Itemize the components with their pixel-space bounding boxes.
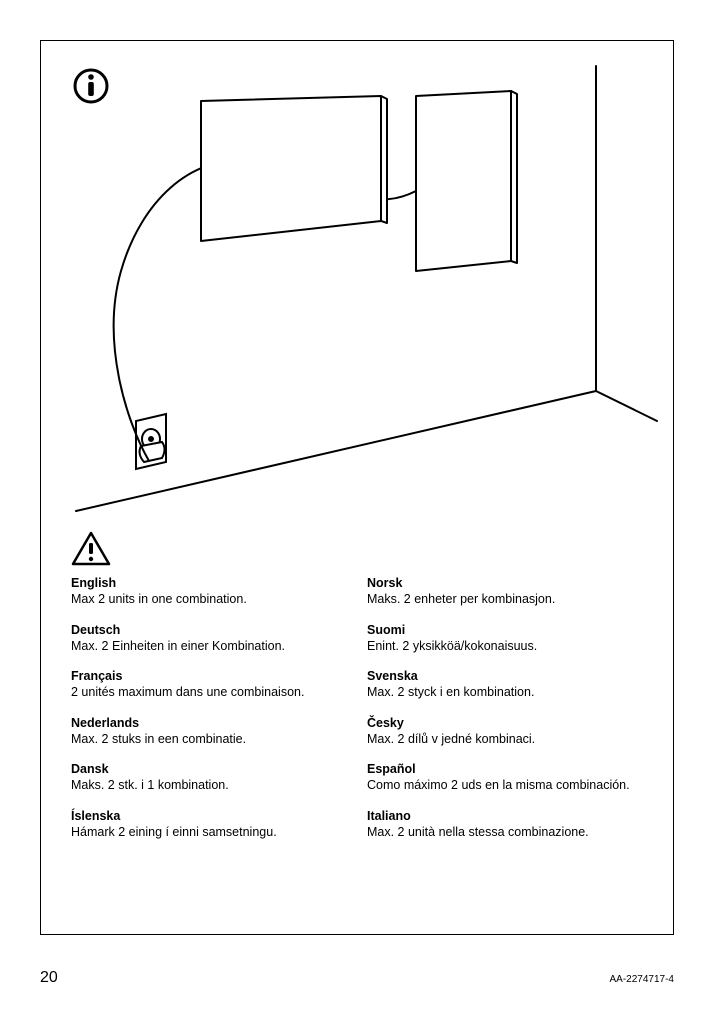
panel-left [201,96,387,241]
lang-text: Max. 2 unità nella stessa combinazione. [367,824,643,840]
lang-block: Nederlands Max. 2 stuks in een combinati… [71,715,347,748]
lang-label: Íslenska [71,808,347,824]
lang-block: English Max 2 units in one combination. [71,575,347,608]
page: English Max 2 units in one combination. … [0,0,714,1012]
lang-text: Maks. 2 stk. i 1 kombination. [71,777,347,793]
lang-block: Deutsch Max. 2 Einheiten in einer Kombin… [71,622,347,655]
lang-text: Hámark 2 eining í einni samsetningu. [71,824,347,840]
lang-label: Svenska [367,668,643,684]
content-frame: English Max 2 units in one combination. … [40,40,674,935]
lang-block: Íslenska Hámark 2 eining í einni samsetn… [71,808,347,841]
page-number: 20 [40,969,58,987]
lang-text: Max. 2 stuks in een combinatie. [71,731,347,747]
info-icon [75,70,107,102]
lang-label: Česky [367,715,643,731]
lang-label: Norsk [367,575,643,591]
wall-outlet [136,414,166,469]
lang-text: Max. 2 Einheiten in einer Kombination. [71,638,347,654]
page-footer: 20 AA-2274717-4 [40,969,674,987]
lang-label: Suomi [367,622,643,638]
lang-label: Dansk [71,761,347,777]
room-illustration [41,41,673,521]
lang-label: Français [71,668,347,684]
warning-icon [71,531,111,567]
lang-label: English [71,575,347,591]
right-column: Norsk Maks. 2 enheter per kombinasjon. S… [367,575,643,854]
lang-label: Español [367,761,643,777]
lang-text: Max. 2 dílů v jedné kombinaci. [367,731,643,747]
lang-block: Dansk Maks. 2 stk. i 1 kombination. [71,761,347,794]
lang-text: 2 unités maximum dans une combinaison. [71,684,347,700]
lang-block: Suomi Enint. 2 yksikköä/kokonaisuus. [367,622,643,655]
lang-label: Italiano [367,808,643,824]
document-id: AA-2274717-4 [610,974,675,985]
left-column: English Max 2 units in one combination. … [71,575,347,854]
lang-text: Maks. 2 enheter per kombinasjon. [367,591,643,607]
lang-block: Italiano Max. 2 unità nella stessa combi… [367,808,643,841]
lang-label: Nederlands [71,715,347,731]
lang-label: Deutsch [71,622,347,638]
lang-block: Español Como máximo 2 uds en la misma co… [367,761,643,794]
language-columns: English Max 2 units in one combination. … [71,575,643,854]
lang-block: Svenska Max. 2 styck i en kombination. [367,668,643,701]
lang-block: Français 2 unités maximum dans une combi… [71,668,347,701]
lang-text: Max. 2 styck i en kombination. [367,684,643,700]
lang-text: Enint. 2 yksikköä/kokonaisuus. [367,638,643,654]
lang-text: Max 2 units in one combination. [71,591,347,607]
lang-text: Como máximo 2 uds en la misma combinació… [367,777,643,793]
lang-block: Česky Max. 2 dílů v jedné kombinaci. [367,715,643,748]
lang-block: Norsk Maks. 2 enheter per kombinasjon. [367,575,643,608]
panel-right [416,91,517,271]
